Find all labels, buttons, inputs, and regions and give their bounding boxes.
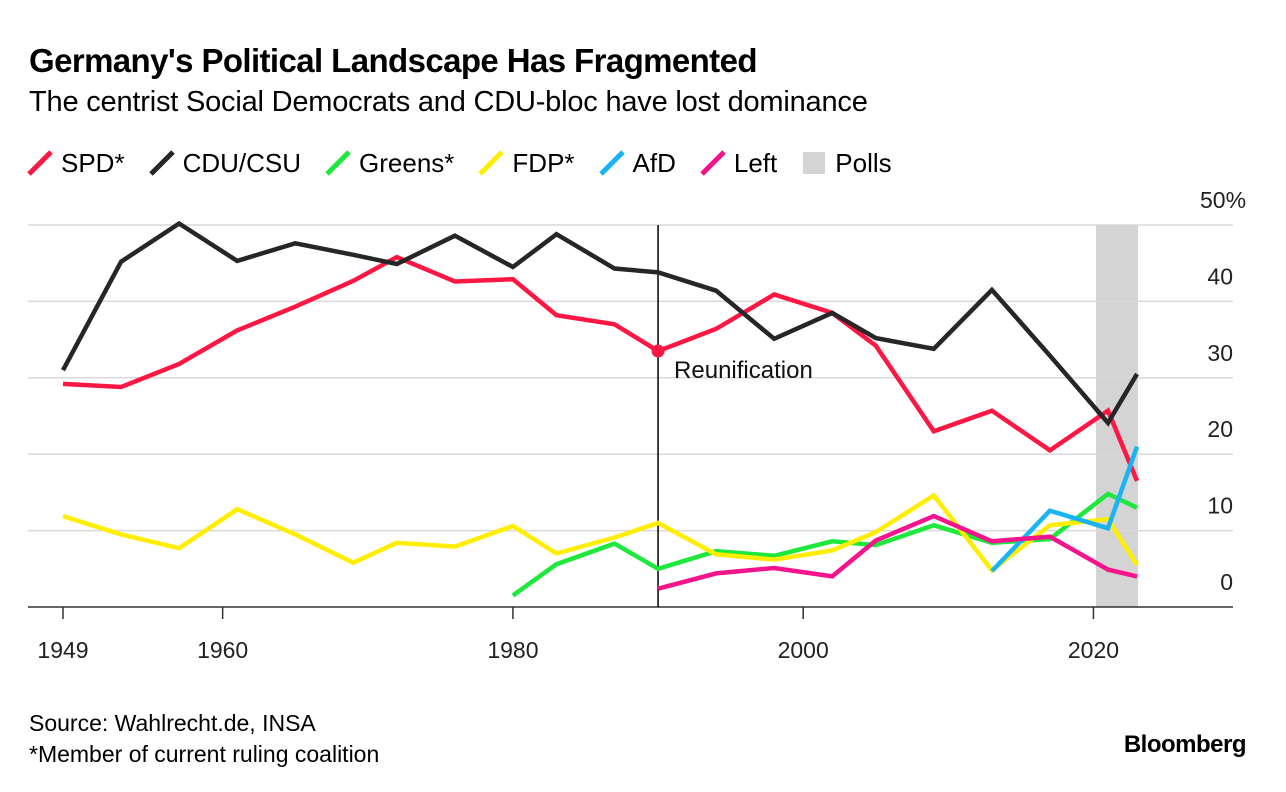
legend-label: AfD [632,147,676,178]
legend-swatch [478,150,505,176]
legend-swatch [598,150,625,176]
legend-label: Polls [835,147,892,178]
legend-item-fdp: FDP* [478,147,575,179]
series-line-spd [62,254,1140,482]
legend-label: FDP* [512,147,575,178]
legend-item-greens: Greens* [325,148,454,179]
bloomberg-logo: Bloomberg [1123,731,1247,758]
chart-title: Germany's Political Landscape Has Fragme… [29,42,757,79]
y-tick-label-30: 30 [1207,340,1233,366]
x-tick-label-2020: 2020 [1068,637,1119,663]
legend-swatch [325,150,351,176]
source-notes: Source: Wahlrecht.de, INSA *Member of cu… [29,708,379,770]
reunification-marker [651,344,665,358]
y-tick-label-0: 0 [1220,569,1233,595]
y-tick-label-10: 10 [1207,493,1233,519]
legend-item-left: Left [700,148,777,179]
series-line-fdp [62,492,1139,574]
chart-subtitle: The centrist Social Democrats and CDU-bl… [29,86,868,118]
legend-item-polls: Polls [801,147,892,179]
footnote-text: *Member of current ruling coalition [29,741,380,767]
legend-swatch [801,150,827,176]
legend-label: SPD* [61,147,125,178]
legend-item-spd: SPD* [27,148,125,179]
y-tick-label-20: 20 [1207,416,1233,442]
y-tick-label-50: 50% [1200,187,1246,213]
legend-swatch [27,150,53,176]
source-text: Source: Wahlrecht.de, INSA [29,710,316,736]
legend-item-afd: AfD [598,147,676,179]
legend-label: CDU/CSU [182,147,302,178]
x-tick-label-1949: 1949 [37,637,88,663]
x-tick-label-1980: 1980 [487,637,538,663]
legend-label: Left [733,147,778,178]
series-line-cdu-csu [61,220,1139,427]
series-line-greens [511,491,1138,598]
series-line-left [657,513,1138,591]
legend-item-cdu-csu: CDU/CSU [148,147,302,179]
legend: SPD* CDU/CSU Greens* FDP* AfD Left Polls [27,146,916,180]
legend-swatch [148,150,175,176]
y-tick-label-40: 40 [1207,263,1233,289]
legend-swatch [700,150,726,176]
x-tick-label-2000: 2000 [778,637,829,663]
reunification-label: Reunification [674,357,813,384]
legend-label: Greens* [359,147,455,178]
x-tick-label-1960: 1960 [197,637,248,663]
